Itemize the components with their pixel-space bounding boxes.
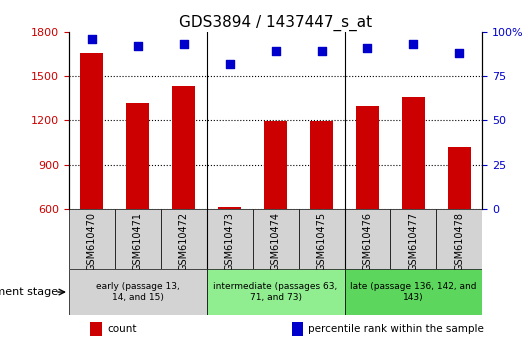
- Point: [363, 45, 372, 51]
- Text: GSM610475: GSM610475: [316, 212, 326, 271]
- Point: [87, 36, 96, 42]
- Bar: [448, 147, 471, 209]
- Bar: [310, 121, 333, 209]
- Text: GSM610473: GSM610473: [225, 212, 235, 271]
- Bar: [172, 86, 195, 209]
- Text: count: count: [107, 324, 137, 334]
- Text: GSM610476: GSM610476: [363, 212, 373, 271]
- Point: [134, 43, 142, 49]
- Text: early (passage 13,
14, and 15): early (passage 13, 14, and 15): [96, 282, 180, 302]
- Bar: [344, 209, 391, 269]
- Point: [180, 41, 188, 47]
- Text: intermediate (passages 63,
71, and 73): intermediate (passages 63, 71, and 73): [214, 282, 338, 302]
- Bar: [391, 209, 436, 269]
- Text: GSM610477: GSM610477: [409, 212, 418, 271]
- Point: [225, 61, 234, 67]
- Bar: [207, 209, 253, 269]
- Bar: [264, 121, 287, 209]
- Bar: [253, 209, 298, 269]
- Bar: [218, 207, 241, 209]
- Bar: [69, 269, 207, 315]
- Point: [409, 41, 418, 47]
- Bar: [292, 322, 303, 336]
- Text: GSM610472: GSM610472: [179, 212, 189, 271]
- Text: GSM610478: GSM610478: [454, 212, 464, 271]
- Bar: [207, 269, 344, 315]
- Point: [317, 48, 326, 54]
- Bar: [356, 105, 379, 209]
- Point: [455, 50, 464, 56]
- Bar: [298, 209, 344, 269]
- Bar: [402, 97, 425, 209]
- Bar: [115, 209, 161, 269]
- Text: development stage: development stage: [0, 287, 58, 297]
- Bar: [161, 209, 207, 269]
- Bar: [69, 209, 115, 269]
- Text: GSM610470: GSM610470: [87, 212, 97, 271]
- Bar: [81, 52, 103, 209]
- Bar: [344, 269, 482, 315]
- Point: [271, 48, 280, 54]
- Text: GSM610474: GSM610474: [271, 212, 280, 271]
- Bar: [126, 103, 149, 209]
- Text: percentile rank within the sample: percentile rank within the sample: [308, 324, 484, 334]
- Bar: [90, 322, 102, 336]
- Bar: [436, 209, 482, 269]
- Text: GSM610471: GSM610471: [133, 212, 143, 271]
- Title: GDS3894 / 1437447_s_at: GDS3894 / 1437447_s_at: [179, 14, 372, 30]
- Text: late (passage 136, 142, and
143): late (passage 136, 142, and 143): [350, 282, 476, 302]
